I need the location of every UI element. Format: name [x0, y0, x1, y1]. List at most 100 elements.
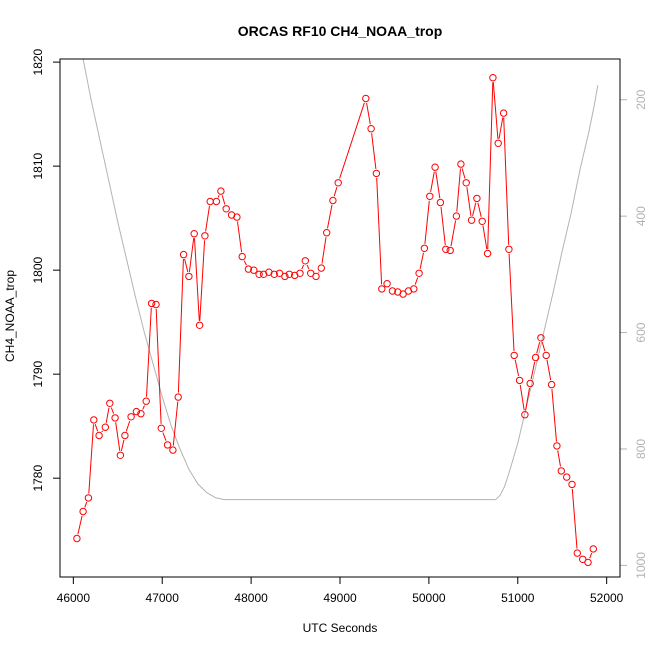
y-axis-label: CH4_NOAA_trop: [3, 270, 17, 362]
data-point: [116, 451, 125, 459]
data-point: [185, 272, 193, 281]
series-segment: [536, 341, 541, 354]
data-point: [217, 187, 225, 195]
data-point: [483, 249, 492, 258]
data-point: [157, 424, 166, 432]
series-segment: [571, 488, 578, 549]
data-point: [436, 198, 445, 207]
series-segment: [435, 171, 441, 199]
series-segment: [440, 206, 446, 245]
data-point: [431, 163, 439, 171]
data-point: [420, 244, 429, 253]
data-point: [238, 252, 246, 261]
data-point: [301, 257, 309, 265]
series-segment: [366, 102, 371, 125]
data-point: [446, 246, 454, 255]
series-segment: [419, 252, 424, 270]
data-point: [452, 212, 461, 220]
data-point: [329, 196, 337, 205]
data-point: [195, 321, 204, 329]
data-point: [378, 285, 386, 293]
y-tick-label: 1820: [31, 48, 45, 75]
series-segment: [172, 401, 179, 446]
series-segment: [125, 420, 131, 432]
x-tick-label: 46000: [57, 591, 91, 605]
right-axis-series-line: [82, 58, 599, 501]
x-tick-label: 48000: [234, 591, 268, 605]
right-axis-tick-label: 400: [634, 206, 648, 226]
data-point: [478, 217, 486, 226]
series-segment: [115, 422, 121, 451]
data-point: [169, 446, 177, 454]
series-segment: [84, 501, 88, 508]
primary-series-layer: [73, 74, 597, 567]
series-segment: [519, 384, 525, 411]
data-point: [233, 213, 241, 221]
series-segment: [514, 359, 520, 377]
data-point: [79, 507, 87, 516]
series-segment: [477, 202, 482, 218]
data-point: [473, 194, 481, 203]
series-segment: [530, 361, 536, 380]
data-point: [206, 197, 214, 206]
x-tick-label: 50000: [412, 591, 446, 605]
data-point: [372, 169, 381, 178]
series-segment: [101, 430, 104, 433]
series-segment: [146, 307, 152, 397]
data-point: [367, 125, 375, 133]
data-point: [111, 414, 119, 422]
data-point: [296, 269, 304, 277]
series-segment: [461, 168, 466, 179]
data-point: [285, 270, 293, 278]
series-segment: [466, 187, 472, 216]
data-point: [106, 399, 114, 407]
data-point: [568, 480, 576, 489]
series-segment: [188, 238, 195, 272]
series-segment: [472, 202, 477, 217]
data-point: [388, 287, 397, 295]
series-segment: [525, 387, 530, 411]
series-segment: [492, 82, 499, 139]
data-point: [499, 109, 508, 117]
data-point: [281, 272, 289, 281]
x-axis-label: UTC Seconds: [303, 621, 378, 635]
series-segment: [450, 220, 457, 247]
series-segment: [221, 195, 226, 205]
series-segment: [424, 200, 430, 244]
series-segment: [508, 253, 515, 352]
chart-title: ORCAS RF10 CH4_NOAA_trop: [238, 23, 443, 39]
series-segment: [177, 258, 184, 393]
series-segment: [498, 117, 504, 139]
series-segment: [414, 277, 419, 285]
data-point: [442, 245, 450, 254]
data-point: [579, 555, 587, 563]
data-point: [510, 351, 518, 360]
series-segment: [301, 264, 305, 270]
data-point: [589, 545, 597, 553]
data-point: [137, 410, 145, 418]
data-point: [462, 179, 470, 187]
series-segment: [237, 221, 243, 253]
series-segment: [327, 204, 333, 229]
series-segment: [546, 359, 552, 381]
series-segment: [120, 439, 125, 452]
data-point: [521, 411, 529, 419]
data-point: [275, 269, 284, 277]
data-point: [489, 74, 497, 82]
right-axis-tick-label: 800: [634, 439, 648, 459]
data-point: [399, 290, 407, 298]
data-point: [147, 299, 156, 308]
data-point: [307, 269, 315, 277]
right-axis-tick-label: 1000: [634, 552, 648, 579]
axes-layer: 46000 47000 48000 49000 50000 51000 52000 1780 1…: [31, 48, 648, 605]
series-segment: [376, 177, 383, 285]
series-segment: [243, 260, 247, 266]
series-segment: [317, 271, 320, 273]
series-segment: [199, 240, 206, 321]
data-point: [190, 230, 198, 238]
data-point: [505, 245, 513, 254]
series-segment: [194, 238, 200, 321]
data-point: [467, 216, 476, 224]
data-point: [174, 393, 182, 401]
